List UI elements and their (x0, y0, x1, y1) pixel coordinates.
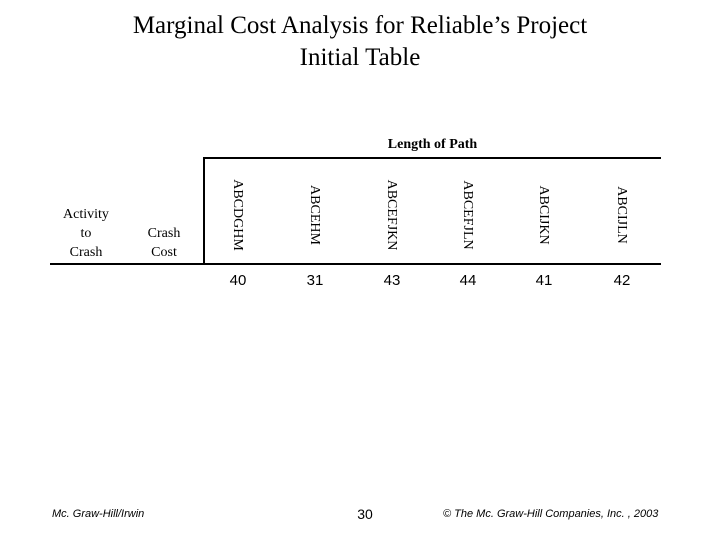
length-of-path-header: Length of Path (387, 137, 478, 152)
crash-cost-header-line-2: Cost (151, 245, 177, 260)
title-line-1: Marginal Cost Analysis for Reliable’s Pr… (132, 12, 588, 39)
path-name: ABCEHM (307, 185, 322, 245)
path-name: ABCIJLN (614, 186, 629, 244)
path-name: ABCIJKN (536, 185, 551, 245)
path-length-6: 42 (613, 272, 631, 289)
page-number: 30 (357, 506, 373, 522)
activity-header-line-2: to (80, 226, 92, 241)
path-header-4: ABCEFJLN (457, 172, 477, 258)
path-length-1: 40 (229, 272, 247, 289)
path-header-6: ABCIJLN (611, 172, 631, 258)
path-header-2: ABCEHM (304, 172, 324, 258)
slide-title: Marginal Cost Analysis for Reliable’s Pr… (0, 10, 720, 74)
path-length-4: 44 (459, 272, 477, 289)
copyright-footer: © The Mc. Graw-Hill Companies, Inc. , 20… (443, 508, 659, 520)
activity-to-crash-header: Activity to Crash (50, 205, 122, 262)
title-line-2: Initial Table (299, 44, 421, 71)
path-length-2: 31 (306, 272, 324, 289)
path-name: ABCDGHM (230, 179, 245, 251)
header-top-rule (205, 157, 661, 159)
path-length-3: 43 (383, 272, 401, 289)
path-header-3: ABCEFJKN (381, 172, 401, 258)
activity-header-line-3: Crash (69, 245, 103, 260)
publisher-footer: Mc. Graw-Hill/Irwin (52, 508, 145, 520)
path-name: ABCEFJKN (384, 179, 399, 251)
path-name: ABCEFJLN (460, 180, 475, 250)
activity-header-line-1: Activity (63, 207, 109, 222)
crash-cost-header: Crash Cost (128, 224, 200, 262)
path-header-5: ABCIJKN (533, 172, 553, 258)
path-length-5: 41 (535, 272, 553, 289)
column-divider (203, 157, 205, 264)
header-bottom-rule (50, 263, 661, 265)
crash-cost-header-line-1: Crash (147, 226, 181, 241)
path-header-1: ABCDGHM (227, 172, 247, 258)
